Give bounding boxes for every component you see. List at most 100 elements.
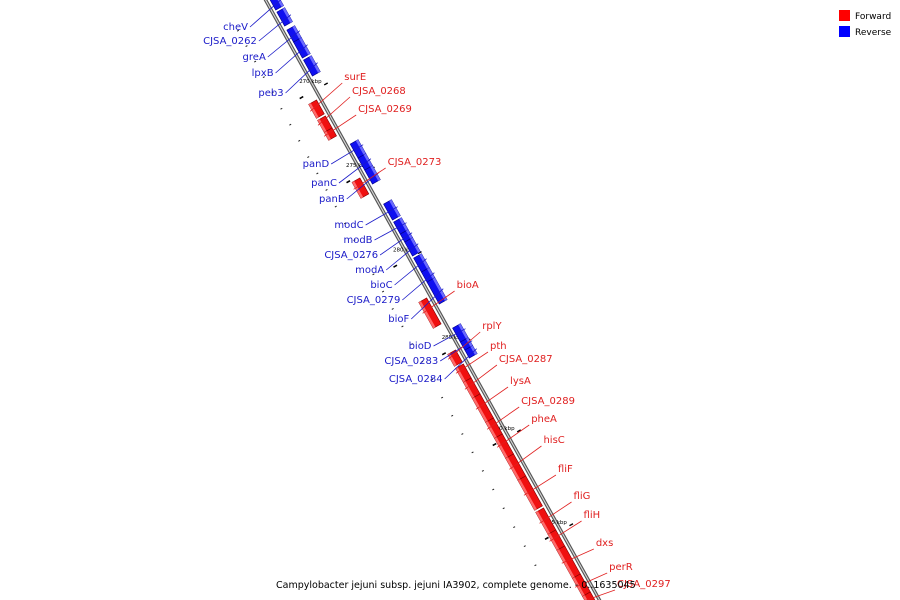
forward-gene-leader [447,331,481,360]
forward-gene-label: fliG [574,491,591,502]
forward-gene-leader [309,82,343,112]
forward-gene-label: pheA [531,414,557,425]
reverse-gene-label: CJSA_0276 [324,250,378,261]
gene-block-highlight [455,367,466,383]
legend-reverse-label: Reverse [855,28,892,38]
forward-gene-leader [475,386,509,410]
minor-tick [353,239,356,242]
reverse-gene-label: CJSA_0283 [384,356,438,367]
minor-tick [421,360,424,363]
minor-tick [451,414,454,417]
gene-block-highlight [582,595,588,600]
reverse-gene-leader [338,158,372,184]
forward-gene-leader [523,474,557,496]
reverse-gene-label: peb3 [258,88,283,99]
gene-block-highlight [324,131,331,141]
kbp-label: 275 kbp [346,163,369,169]
kbp-label: 280 kbp [393,248,416,254]
backbone-layer [263,0,602,600]
minor-tick [471,451,474,454]
gene-block-highlight [282,7,293,23]
forward-gene-label: rplY [482,321,502,332]
minor-tick [316,172,319,175]
reverse-gene-leader [444,348,477,380]
legend-forward-swatch [839,10,850,21]
forward-gene-leader [539,501,572,524]
tick-marks: 270 kbp 275 kbp 280 kbp 285 kbp 290 kbp 295 k… [236,29,574,586]
reverse-gene-leader [285,62,318,94]
reverse-gene-label: modC [334,220,363,231]
forward-gene-leader [585,589,616,600]
forward-gene-label: CJSA_0289 [521,396,575,407]
legend-forward-label: Forward [855,12,891,22]
reverse-gene-label: panD [303,159,330,170]
forward-gene-label: bioA [457,280,479,291]
reverse-gene-label: bioD [409,341,432,352]
minor-tick [523,545,526,548]
gene-block-highlight [292,25,302,39]
reverse-gene-label: CJSA_0284 [389,374,443,385]
gene-block-highlight [432,277,448,301]
kbp-label: 270 kbp [299,79,322,85]
gene-block-highlight [447,353,457,367]
forward-gene-leader [353,167,386,190]
minor-tick [362,256,366,259]
gene-block-highlight [485,421,497,439]
reverse-gene-leader [410,288,444,320]
gene-labels: cheV CJSA_0262 greA lpxB peb3 panD panC panB mod… [203,0,671,600]
gene-block-highlight [355,139,366,155]
minor-tick [545,583,548,586]
reverse-gene-leader [402,272,435,301]
forward-gene-leader [496,424,530,448]
forward-gene-leader [486,406,520,430]
forward-gene-label: CJSA_0297 [617,579,671,590]
kbp-label: 290 kbp [492,426,515,432]
reverse-gene-label: bioF [388,314,409,325]
gene-block-highlight [572,577,585,597]
minor-tick [236,29,240,32]
forward-gene-leader [575,572,608,588]
major-tick-inner [516,429,522,433]
reverse-gene-label: modB [343,235,372,246]
reverse-gene-leader [275,44,308,74]
minor-tick [534,564,537,567]
minor-tick [343,222,347,225]
minor-tick [481,469,484,472]
minor-tick [381,290,385,293]
forward-gene-label: lysA [510,376,531,387]
minor-tick [502,507,505,510]
gene-block-highlight [505,457,521,481]
gene-block-highlight [556,549,575,579]
forward-gene-leader [317,96,351,126]
major-tick-inner [569,523,574,527]
gene-block-highlight [427,267,435,279]
reverse-gene-label: cheV [223,22,248,33]
major-tick [346,180,351,184]
forward-gene-leader [422,290,455,314]
major-tick [492,442,497,447]
minor-tick [461,433,464,435]
reverse-gene-leader [379,232,413,256]
forward-gene-leader [323,114,357,137]
kbp-label: 285 kbp [442,335,465,341]
major-tick [544,536,549,541]
forward-gene-label: perR [609,562,633,573]
reverse-gene-label: panC [311,178,337,189]
gene-block-highlight [470,345,478,355]
minor-tick [325,189,328,191]
minor-tick [262,76,265,79]
gene-block-highlight [299,37,311,55]
major-tick [441,352,447,356]
forward-gene-label: fliF [558,464,573,475]
forward-gene-leader [549,520,582,542]
reverse-gene-leader [433,328,466,347]
minor-tick [513,526,516,529]
gene-block-highlight [419,253,430,269]
gene-block-highlight [458,323,469,339]
major-tick-inner [323,82,329,86]
minor-tick [298,139,301,142]
genome-caption: Campylobacter jejuni subsp. jejuni IA390… [276,580,636,591]
reverse-gene-leader [439,340,473,362]
reverse-gene-label: lpxB [252,68,274,79]
forward-gene-label: CJSA_0268 [352,86,406,97]
